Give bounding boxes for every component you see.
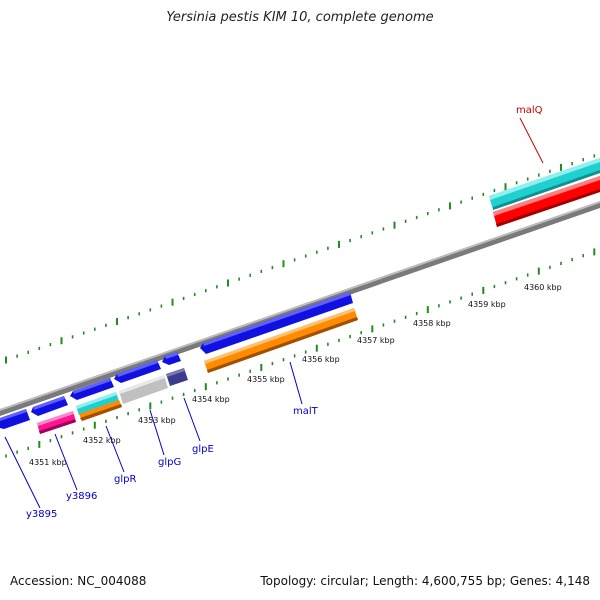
gene-blue-3[interactable] [70, 378, 114, 400]
tick-row-lower [5, 248, 596, 458]
kbp-label-4351: 4351 kbp [29, 458, 67, 467]
gene-red-malq[interactable] [493, 176, 600, 227]
gene-navy-glpe[interactable] [166, 368, 188, 386]
gene-label-glpe[interactable]: glpE [192, 444, 214, 455]
gene-gray-glpg[interactable] [119, 375, 168, 404]
gene-label-malq[interactable]: malQ [516, 105, 543, 116]
kbp-label-4359: 4359 kbp [468, 300, 506, 309]
gene-label-y3896[interactable]: y3896 [66, 491, 97, 502]
kbp-label-4352: 4352 kbp [83, 436, 121, 445]
gene-label-glpr[interactable]: glpR [114, 474, 136, 485]
gene-label-glpg[interactable]: glpG [158, 457, 181, 468]
gene-cyan-malq[interactable] [489, 158, 600, 210]
gene-blue-1[interactable] [0, 409, 30, 429]
kbp-label-4354: 4354 kbp [192, 395, 230, 404]
accession-text: Accession: NC_004088 [10, 574, 147, 588]
kbp-label-4353: 4353 kbp [138, 416, 176, 425]
genome-title: Yersinia pestis KIM 10, complete genome [166, 10, 434, 25]
kbp-label-4355: 4355 kbp [247, 375, 285, 384]
gene-blue-2[interactable] [31, 396, 68, 416]
genome-backbone [0, 201, 600, 416]
genome-summary-text: Topology: circular; Length: 4,600,755 bp… [260, 574, 590, 588]
kbp-labels: 4351 kbp 4352 kbp 4353 kbp 4354 kbp 4355… [29, 283, 562, 467]
gene-leader-malq [519, 117, 544, 164]
gene-leader-lines [4, 361, 303, 509]
kbp-label-4360: 4360 kbp [524, 283, 562, 292]
gene-orange-malt[interactable] [204, 308, 358, 373]
gene-blue-5[interactable] [162, 352, 181, 365]
gene-label-malt[interactable]: malT [293, 406, 319, 417]
gene-blue-4[interactable] [114, 360, 161, 383]
gene-label-y3895[interactable]: y3895 [26, 509, 57, 520]
gene-orange-glpr[interactable] [79, 400, 122, 421]
kbp-label-4358: 4358 kbp [413, 319, 451, 328]
gene-pink-y3896[interactable] [37, 411, 76, 434]
gene-cyan-glpr[interactable] [76, 392, 119, 415]
kbp-label-4357: 4357 kbp [357, 336, 395, 345]
tick-row-upper [5, 154, 596, 364]
gene-blue-6[interactable] [200, 292, 353, 354]
kbp-label-4356: 4356 kbp [302, 355, 340, 364]
